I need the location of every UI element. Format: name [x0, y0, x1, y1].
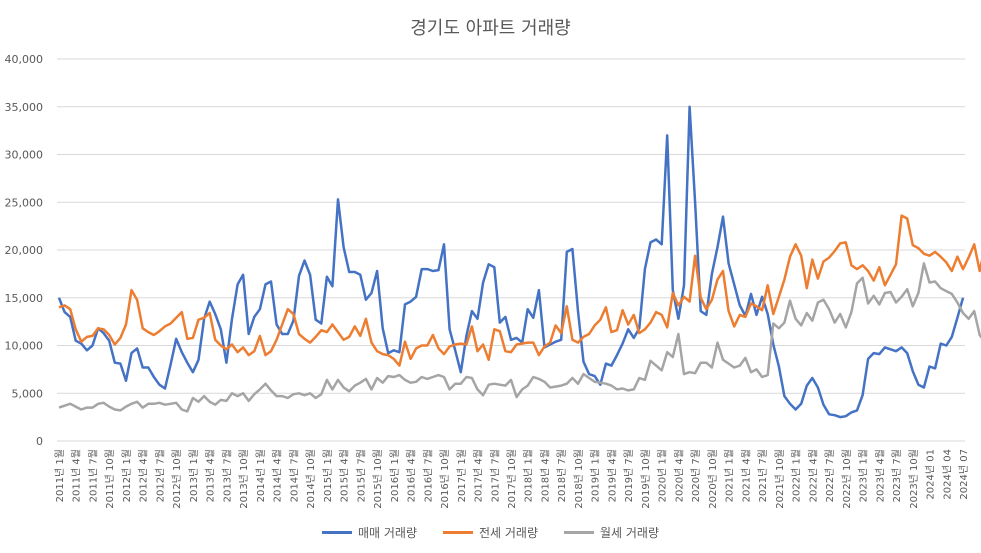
x-tick-label: 2023년 7월 — [891, 449, 903, 502]
x-tick-label: 2014년 1월 — [255, 449, 267, 502]
x-tick-label: 2019년 1월 — [590, 449, 602, 502]
x-tick-label: 2016년 7월 — [422, 449, 434, 502]
legend-item-monthly-rent: 월세 거래량 — [564, 524, 659, 541]
x-tick-label: 2012년 10월 — [171, 449, 183, 509]
x-tick-label: 2020년 7월 — [690, 449, 702, 502]
y-tick-label: 20,000 — [5, 244, 44, 257]
x-tick-label: 2019년 10월 — [640, 449, 652, 509]
x-tick-label: 2014년 7월 — [288, 449, 300, 502]
x-tick-label: 2017년 10월 — [506, 449, 518, 509]
x-tick-label: 2021년 10월 — [774, 449, 786, 509]
x-tick-label: 2018년 4월 — [539, 449, 551, 502]
legend-swatch-monthly-rent — [564, 531, 594, 534]
x-tick-label: 2019년 7월 — [623, 449, 635, 502]
x-tick-label: 2015년 7월 — [355, 449, 367, 502]
legend: 매매 거래량 전세 거래량 월세 거래량 — [0, 524, 981, 541]
x-tick-label: 2014년 4월 — [272, 449, 284, 502]
x-tick-label: 2013년 4월 — [205, 449, 217, 502]
x-tick-label: 2020년 10월 — [707, 449, 719, 509]
x-tick-label: 2012년 1월 — [121, 449, 133, 502]
y-tick-label: 35,000 — [5, 101, 44, 114]
x-tick-label: 2019년 4월 — [606, 449, 618, 502]
x-tick-label: 2022년 7월 — [824, 449, 836, 502]
x-tick-label: 2017년 7월 — [489, 449, 501, 502]
x-tick-label: 2016년 4월 — [406, 449, 418, 502]
legend-swatch-sale — [321, 531, 352, 534]
y-tick-label: 25,000 — [5, 196, 44, 209]
series-line-1 — [58, 214, 981, 367]
x-tick-label: 2023년 4월 — [874, 449, 886, 502]
x-tick-label: 2021년 7월 — [757, 449, 769, 502]
y-tick-label: 40,000 — [5, 53, 44, 66]
x-tick-label: 2013년 7월 — [221, 449, 233, 502]
y-tick-label: 10,000 — [5, 340, 44, 353]
x-tick-label: 2022년 10월 — [841, 449, 853, 509]
x-tick-label: 2015년 4월 — [339, 449, 351, 502]
x-tick-label: 2012년 4월 — [138, 449, 150, 502]
x-tick-label: 2022년 1월 — [791, 449, 803, 502]
legend-label-jeonse: 전세 거래량 — [478, 526, 538, 540]
y-tick-label: 0 — [36, 435, 43, 448]
x-tick-label: 2011년 10월 — [104, 449, 116, 509]
legend-label-sale: 매매 거래량 — [357, 526, 417, 540]
x-tick-label: 2011년 7월 — [87, 449, 99, 502]
y-tick-label: 30,000 — [5, 149, 44, 162]
chart-title: 경기도 아파트 거래량 — [410, 18, 571, 39]
x-tick-label: 2013년 10월 — [238, 449, 250, 509]
x-tick-label: 2020년 1월 — [657, 449, 669, 502]
x-tick-label: 2011년 1월 — [54, 449, 66, 502]
legend-item-jeonse: 전세 거래량 — [442, 524, 538, 541]
x-tick-label: 2023년 10월 — [908, 449, 920, 509]
x-tick-label: 2020년 4월 — [673, 449, 685, 502]
x-tick-label: 2015년 1월 — [322, 449, 334, 502]
x-tick-label: 2021년 1월 — [724, 449, 736, 502]
x-tick-label: 2016년 10월 — [439, 449, 451, 509]
x-tick-label: 2014년 10월 — [305, 449, 317, 509]
x-tick-label: 2018년 1월 — [523, 449, 535, 502]
x-tick-label: 2015년 10월 — [372, 449, 384, 509]
x-tick-label: 2017년 1월 — [456, 449, 468, 502]
legend-swatch-jeonse — [442, 531, 473, 534]
legend-label-monthly-rent: 월세 거래량 — [600, 526, 660, 540]
legend-item-sale: 매매 거래량 — [321, 524, 417, 541]
x-tick-label: 2024년 04 — [941, 449, 953, 500]
x-tick-label: 2018년 10월 — [573, 449, 585, 509]
series-line-2 — [58, 262, 981, 413]
x-tick-label: 2024년 07 — [958, 449, 970, 500]
x-tick-label: 2012년 7월 — [154, 449, 166, 502]
x-tick-label: 2024년 01 — [925, 449, 937, 500]
x-tick-label: 2022년 4월 — [807, 449, 819, 502]
x-tick-label: 2013년 1월 — [188, 449, 200, 502]
y-tick-label: 5,000 — [12, 387, 44, 400]
series-line-0 — [57, 105, 965, 419]
x-tick-label: 2018년 7월 — [556, 449, 568, 502]
x-tick-label: 2017년 4월 — [473, 449, 485, 502]
y-tick-label: 15,000 — [5, 292, 44, 305]
x-tick-label: 2016년 1월 — [389, 449, 401, 502]
x-tick-label: 2011년 4월 — [71, 449, 83, 502]
x-tick-label: 2023년 1월 — [858, 449, 870, 502]
x-tick-label: 2021년 4월 — [740, 449, 752, 502]
